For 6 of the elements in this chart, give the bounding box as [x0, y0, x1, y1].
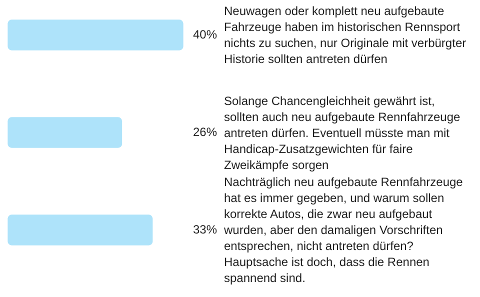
y-tick-label: Solange Chancengleichheit gewährt ist, sollten auch neu aufgebaute Rennfahrzeuge antreten dürfen. Eventuell müsste man mit Handicap-Zusatzgewichten für faire Zweikämpfe sorgen — [224, 92, 462, 172]
data-label: 40% — [192, 27, 218, 42]
y-tick-label: Neuwagen oder komplett neu aufgebaute Fahrzeuge haben im historischen Rennsport nichts zu suchen, nur Originale mit verbürgter Historie sollten antreten dürfen — [224, 3, 468, 67]
data-label: 33% — [192, 222, 218, 236]
y-tick-label: Nachträglich neu aufgebaute Rennfahrzeuge hat es immer gegeben, und warum sollen korrekte Autos, die zwar neu aufgebaut wurden, aber den damaligen Vorschriften entsprechen, nicht antreten dürfen? Hauptsache ist doch, dass die Rennen spannend sind. — [224, 174, 464, 286]
data-label: 26% — [192, 124, 218, 139]
